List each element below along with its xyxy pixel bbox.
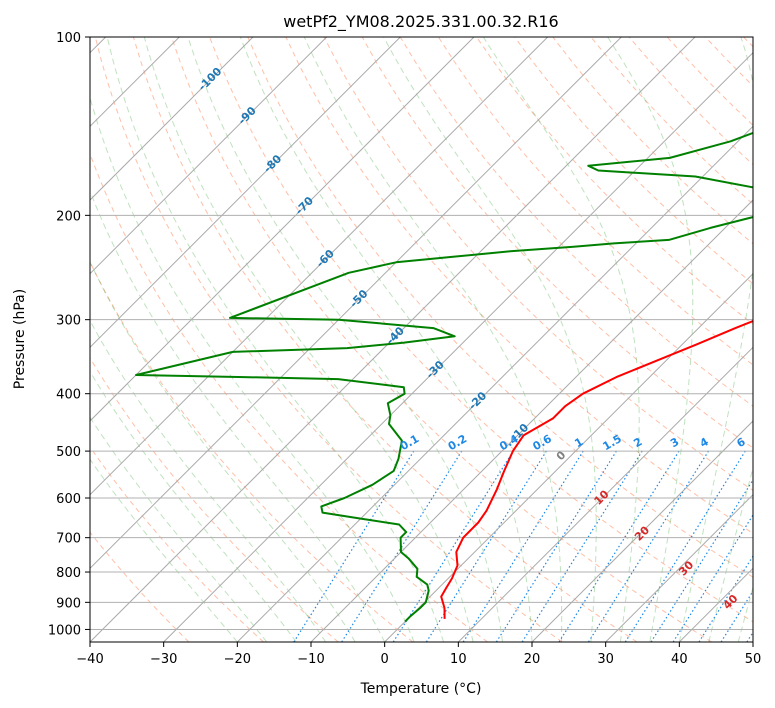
mixing-ratio-line — [293, 450, 415, 642]
moist-adiabat — [482, 37, 640, 642]
mixing-ratio-line — [587, 450, 710, 642]
skewed-isotherm — [90, 37, 622, 570]
mixing-ratio-line — [462, 450, 584, 642]
dry-adiabat — [90, 446, 264, 642]
moist-adiabat — [90, 370, 297, 642]
y-tick-label: 700 — [56, 532, 81, 547]
moist-adiabat — [106, 37, 445, 642]
dry-adiabat — [209, 37, 753, 623]
moist-adiabat — [737, 585, 753, 642]
dry-adiabat — [514, 37, 753, 285]
skewed-isotherm — [90, 37, 475, 422]
y-tick-label: 200 — [56, 209, 81, 224]
dry-adiabat — [90, 531, 190, 642]
x-axis-title: Temperature (°C) — [360, 681, 482, 697]
dry-adiabat — [94, 37, 563, 642]
moist-adiabats — [90, 37, 753, 642]
x-tick-label: −10 — [297, 652, 324, 667]
pressure-gridlines — [90, 37, 753, 630]
chart-title: wetPf2_YM08.2025.331.00.32.R16 — [283, 12, 558, 32]
moist-adiabat — [303, 37, 563, 642]
moist-adiabat — [90, 319, 327, 642]
moist-adiabat — [607, 37, 694, 642]
plot-frame — [89, 36, 754, 643]
mixing-ratio-line — [650, 478, 753, 642]
x-tick-label: 30 — [597, 652, 614, 667]
moist-adiabat — [239, 37, 533, 642]
moist-adiabat — [143, 37, 474, 642]
moist-adiabat — [187, 37, 503, 642]
moist-adiabat — [708, 466, 753, 642]
skewed-isotherms — [90, 37, 753, 642]
x-tick-label: 0 — [381, 652, 389, 667]
skewed-isotherm — [457, 346, 753, 642]
x-tick-label: 50 — [745, 652, 762, 667]
skewed-isotherm — [90, 37, 254, 201]
x-tick-label: −20 — [224, 652, 251, 667]
skewed-isotherm — [310, 199, 753, 642]
moist-adiabat — [90, 260, 356, 642]
dry-adiabat — [90, 152, 488, 642]
mixing-ratio-line — [624, 450, 746, 642]
moist-adiabat — [90, 189, 386, 642]
skewed-isotherm — [90, 37, 549, 496]
skewed-isotherm — [90, 37, 328, 275]
y-tick-label: 1000 — [48, 623, 81, 638]
moist-adiabat — [90, 416, 268, 642]
dry-adiabat — [132, 37, 638, 642]
mixing-ratio-line — [425, 450, 547, 642]
mixing-ratio-line — [495, 450, 617, 642]
x-tick-label: 20 — [524, 652, 541, 667]
dry-adiabat — [90, 356, 339, 642]
mixing-ratio-line — [341, 450, 463, 642]
mixing-ratio-line — [558, 450, 680, 642]
temperature-profile-line — [440, 319, 753, 619]
skewed-isotherm — [605, 493, 753, 642]
dry-adiabat — [247, 37, 753, 578]
y-tick-label: 100 — [56, 31, 81, 46]
x-tick-label: 40 — [671, 652, 688, 667]
mixing-ratio-lines — [293, 450, 753, 642]
x-tick-label: −40 — [76, 652, 103, 667]
profiles — [135, 131, 753, 623]
mixing-ratio-line — [698, 554, 753, 642]
skewed-isotherm — [90, 37, 696, 642]
dry-adiabats — [90, 37, 753, 642]
x-axis: −40 −30 −20 −10 0 10 20 30 40 50 — [76, 642, 761, 667]
mixing-ratio-line — [521, 450, 643, 642]
dry-adiabat — [171, 37, 712, 642]
plot-area: -100-90-80-70-60-50-40-30-20-100.1 0.2 0.4… — [90, 37, 753, 642]
skewed-isotherm — [90, 37, 401, 349]
dewpoint-profile-line — [135, 131, 753, 623]
dry-adiabat — [399, 37, 753, 407]
y-tick-label: 400 — [56, 388, 81, 403]
y-axis: 100 200 300 400 500 600 700 800 900 1000 — [48, 31, 90, 638]
y-tick-label: 900 — [56, 596, 81, 611]
skewed-isotherm — [384, 272, 753, 642]
skewed-isotherm — [163, 51, 753, 642]
y-axis-title: Pressure (hPa) — [12, 289, 28, 389]
moist-adiabat — [383, 37, 597, 642]
moist-adiabat — [90, 458, 238, 642]
mixing-ratio-line — [392, 450, 514, 642]
dry-adiabat — [361, 37, 753, 449]
x-tick-label: −30 — [150, 652, 177, 667]
moist-adiabat — [678, 37, 753, 642]
x-tick-label: 10 — [450, 652, 467, 667]
mixing-ratio-line — [672, 513, 753, 642]
y-tick-label: 800 — [56, 566, 81, 581]
y-tick-label: 600 — [56, 492, 81, 507]
y-tick-label: 300 — [56, 314, 81, 329]
y-tick-label: 500 — [56, 445, 81, 460]
skewed-isotherm — [531, 420, 753, 642]
